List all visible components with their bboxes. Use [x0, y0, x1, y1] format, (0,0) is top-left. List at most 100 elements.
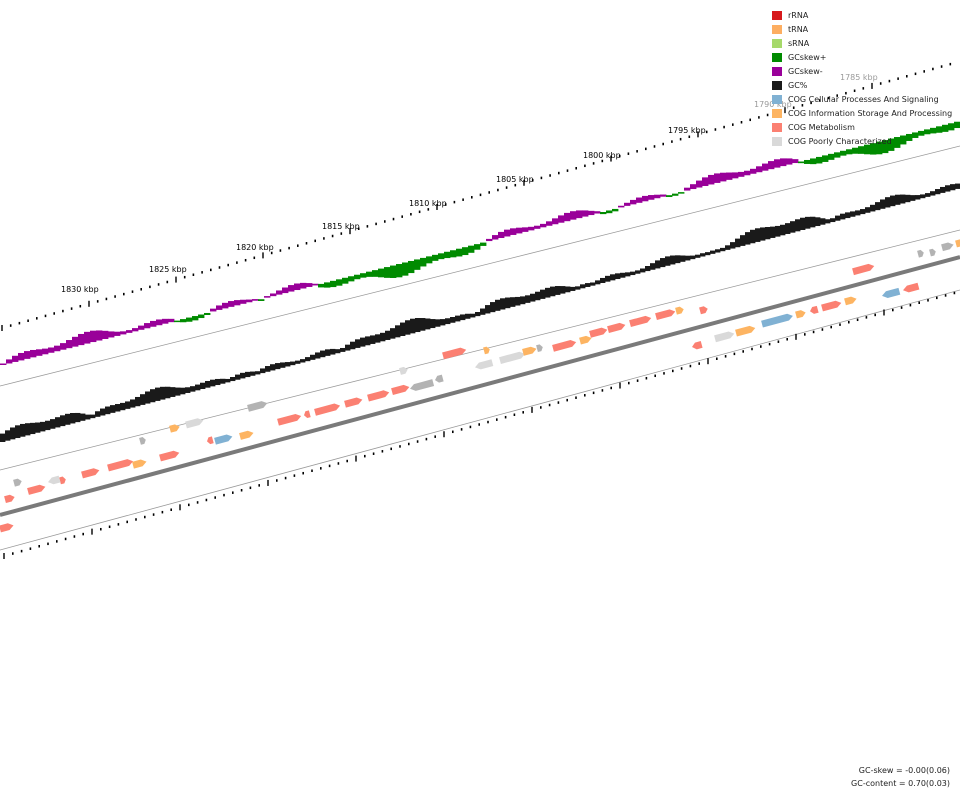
- outer-position-ruler: [1, 62, 952, 331]
- gc-skew-bar: [858, 146, 865, 154]
- gc-content-bar: [440, 319, 446, 326]
- gene-feature-arrow: [795, 310, 806, 319]
- gc-content-bar: [5, 430, 11, 441]
- gene-feature-arrow: [699, 306, 708, 315]
- gc-content-bar: [100, 408, 106, 416]
- gc-skew-bar: [888, 138, 895, 151]
- gc-skew-bar: [768, 161, 775, 170]
- gc-skew-bar: [654, 194, 661, 199]
- gene-feature-arrow: [483, 346, 490, 355]
- gc-skew-bar: [582, 210, 589, 217]
- gc-skew-bar: [84, 331, 91, 344]
- gc-content-bar: [240, 372, 246, 379]
- gc-content-bar: [565, 286, 571, 293]
- gc-content-bar: [925, 193, 931, 197]
- gc-content-bar: [220, 378, 226, 384]
- gc-content-bar: [455, 315, 461, 322]
- gc-content-bar: [135, 396, 141, 407]
- gc-skew-bar: [246, 299, 253, 303]
- gc-content-bar: [60, 415, 66, 427]
- gc-skew-bar: [192, 316, 199, 321]
- gene-feature-arrow: [810, 305, 819, 314]
- gc-skew-bar: [144, 323, 151, 329]
- gc-skew-bar: [288, 285, 295, 292]
- gc-skew-bar: [708, 174, 715, 185]
- gc-skew-bar: [186, 317, 193, 322]
- gene-feature-arrow: [903, 282, 920, 293]
- gc-skew-bar: [498, 231, 505, 239]
- gc-content-bar: [395, 325, 401, 338]
- gc-skew-bar: [552, 218, 559, 225]
- gene-feature-arrow: [391, 384, 410, 396]
- gc-content-bar: [390, 328, 396, 339]
- gc-content-bar: [55, 417, 61, 428]
- gc-content-bar: [845, 212, 851, 219]
- gc-skew-bar: [876, 141, 883, 155]
- gene-feature-arrow: [475, 359, 494, 370]
- gc-skew-bar: [504, 229, 511, 237]
- gc-content-bar: [715, 249, 721, 253]
- legend-item: GCskew+: [772, 50, 958, 64]
- legend-item: COG Cellular Processes And Signaling: [772, 92, 958, 106]
- gc-skew-bar: [354, 274, 361, 280]
- gc-content-bar: [610, 274, 616, 281]
- gc-skew-bar: [204, 312, 211, 316]
- gc-content-bar: [770, 226, 776, 238]
- gc-content-bar: [245, 371, 251, 378]
- gc-skew-bar: [180, 319, 187, 323]
- gc-content-bar: [90, 414, 96, 419]
- gc-skew-bar: [606, 210, 613, 214]
- legend-label: COG Cellular Processes And Signaling: [788, 94, 939, 104]
- gc-skew-bar: [24, 351, 31, 359]
- gc-content-bar: [890, 195, 896, 207]
- gc-content-bar: [300, 359, 306, 363]
- gc-content-bar: [115, 404, 121, 412]
- gc-content-bar: [755, 228, 761, 242]
- gc-content-bar: [885, 197, 891, 208]
- gc-skew-bar: [342, 277, 349, 284]
- gc-skew-bar: [534, 225, 541, 229]
- gc-content-bar: [65, 413, 71, 425]
- gc-content-bar: [550, 286, 556, 297]
- gc-skew-bar: [528, 226, 535, 231]
- statistics-panel: GC-skew = -0.00(0.06) GC-content = 0.70(…: [851, 764, 950, 790]
- gc-skew-bar: [948, 123, 955, 131]
- gc-content-bar: [475, 312, 481, 317]
- gc-skew-bar: [360, 273, 367, 278]
- gc-content-bar: [705, 252, 711, 256]
- gene-feature-arrow: [277, 413, 302, 426]
- legend: rRNA tRNA sRNA GCskew+ GCskew- GC% COG Cellula…: [772, 8, 958, 148]
- legend-label: GC%: [788, 80, 808, 90]
- gene-feature-arrow: [185, 418, 204, 429]
- legend-swatch: [772, 52, 782, 62]
- gc-content-bar: [385, 330, 391, 340]
- gc-content-bar: [680, 255, 686, 262]
- gc-content-bar: [560, 286, 566, 294]
- gene-feature-arrow: [139, 437, 146, 445]
- gc-content-bar: [950, 184, 956, 191]
- gc-skew-bar: [78, 333, 85, 346]
- gc-skew-bar: [54, 345, 61, 352]
- gc-content-bar: [370, 335, 376, 344]
- gc-content-bar: [515, 296, 521, 306]
- gc-skew-bar: [618, 205, 625, 208]
- gene-feature-arrow: [410, 379, 435, 391]
- gc-skew-bar: [102, 330, 109, 339]
- gene-feature-arrow: [499, 351, 526, 364]
- gc-content-bar: [745, 232, 751, 245]
- gc-content-bar: [235, 374, 241, 380]
- gc-content-bar: [330, 348, 336, 355]
- gc-content-bar: [430, 319, 436, 329]
- gc-skew-bar: [588, 210, 595, 216]
- gene-feature-arrow: [844, 296, 857, 306]
- gc-content-bar: [725, 245, 731, 250]
- gc-skew-bar: [198, 314, 205, 319]
- gc-skew-bar: [252, 299, 259, 301]
- ruler-tick-label: 1830 kbp: [61, 285, 99, 294]
- gc-skew-bar: [486, 238, 493, 242]
- gene-feature-track: [0, 239, 960, 533]
- gc-skew-bar: [0, 363, 7, 365]
- gc-content-bar: [575, 286, 581, 290]
- gc-content-bar: [35, 422, 41, 433]
- gc-content-bar: [500, 298, 506, 310]
